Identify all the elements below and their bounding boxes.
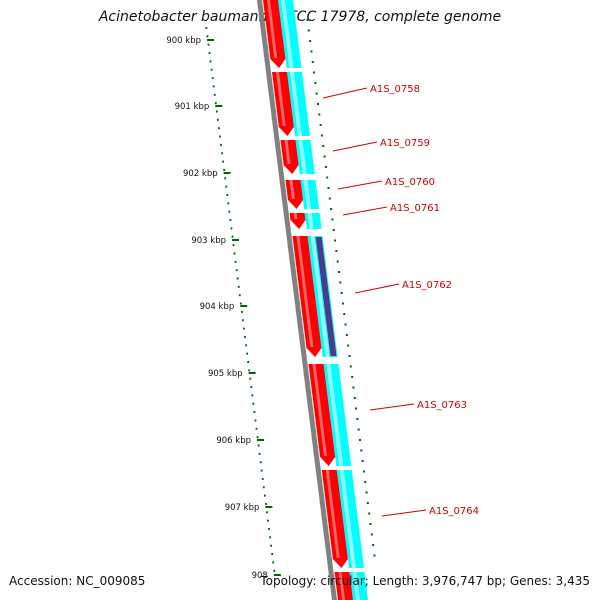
tick-label: 903 kbp bbox=[191, 236, 226, 246]
reverse-cds-highlight bbox=[310, 236, 330, 357]
gene-leader-line bbox=[381, 509, 427, 517]
backbone-layer bbox=[257, 0, 337, 600]
tick-label: 900 kbp bbox=[166, 36, 201, 46]
tick-label: 901 kbp bbox=[175, 102, 210, 112]
accession-text: Accession: NC_009085 bbox=[9, 574, 146, 588]
reverse-cds-highlight bbox=[307, 213, 314, 229]
gene-leader-line bbox=[322, 87, 368, 99]
gene-leader-line bbox=[337, 180, 383, 190]
gene-label: A1S_0759 bbox=[380, 138, 430, 149]
forward-cds-arrow bbox=[289, 213, 306, 229]
reverse-cds-highlight bbox=[298, 140, 307, 174]
forward-cds-highlight bbox=[284, 140, 291, 164]
forward-cds-highlight bbox=[312, 364, 327, 456]
forward-cds-highlight bbox=[289, 180, 295, 199]
forward-cds-highlight bbox=[296, 236, 314, 347]
gene-label: A1S_0762 bbox=[402, 280, 452, 291]
genome-summary: Topology: circular; Length: 3,976,747 bp… bbox=[260, 574, 590, 588]
forward-cds-highlight bbox=[325, 470, 340, 558]
tick-label: 908 bbox=[252, 571, 268, 581]
reverse-cds-highlight bbox=[326, 364, 344, 466]
reverse-cds-highlight bbox=[339, 470, 356, 568]
reverse-cds-highlight bbox=[352, 572, 360, 600]
forward-cds-highlight bbox=[293, 213, 298, 219]
gene-label-layer: A1S_0758 A1S_0759 A1S_0760 A1S_0761 A1S_0762… bbox=[322, 84, 479, 517]
gene-leader-line bbox=[354, 283, 400, 294]
tick-label: 907 kbp bbox=[225, 503, 260, 513]
gene-label: A1S_0758 bbox=[370, 84, 420, 95]
gene-label: A1S_0761 bbox=[390, 203, 440, 214]
map-title: Acinetobacter baumannii ATCC 17978, comp… bbox=[98, 9, 502, 25]
reverse-cds-highlight bbox=[281, 0, 294, 68]
gene-label: A1S_0760 bbox=[385, 177, 435, 188]
gene-leader-line bbox=[369, 403, 415, 411]
gene-leader-line bbox=[342, 206, 388, 216]
tick-label: 904 kbp bbox=[200, 302, 235, 312]
reverse-cds-highlight bbox=[303, 180, 312, 209]
forward-cds-arrow bbox=[334, 572, 353, 600]
tick-label: 902 kbp bbox=[183, 169, 218, 179]
gene-label: A1S_0764 bbox=[429, 506, 479, 517]
tick-layer: 900 kbp 901 kbp 902 kbp 903 kbp 904 kbp 905 k… bbox=[166, 19, 376, 581]
gene-leader-line bbox=[332, 141, 378, 152]
feature-layer bbox=[263, 0, 368, 600]
tick-label: 906 kbp bbox=[216, 436, 251, 446]
genome-backbone bbox=[257, 0, 337, 600]
forward-cds-highlight bbox=[276, 72, 286, 126]
tick-label: 905 kbp bbox=[208, 369, 243, 379]
reverse-cds-highlight bbox=[290, 72, 302, 136]
forward-cds-highlight bbox=[267, 0, 278, 58]
highlighted-cds bbox=[315, 237, 337, 356]
gene-label: A1S_0763 bbox=[417, 400, 467, 411]
forward-cds-highlight bbox=[338, 572, 345, 600]
